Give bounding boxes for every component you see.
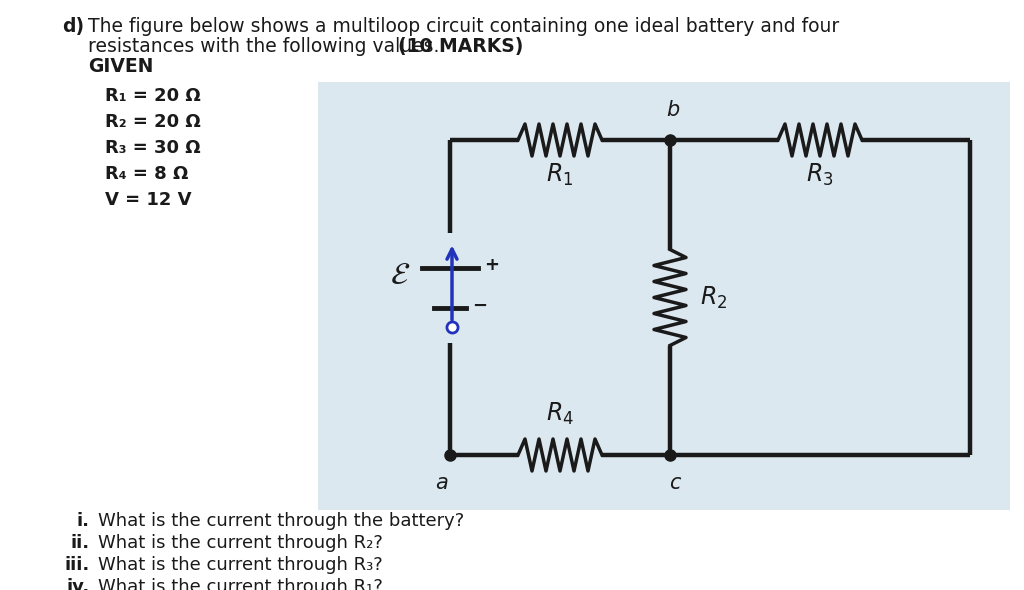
Text: $\mathcal{E}$: $\mathcal{E}$ xyxy=(390,261,411,290)
Text: ii.: ii. xyxy=(71,534,90,552)
Text: The figure below shows a multiloop circuit containing one ideal battery and four: The figure below shows a multiloop circu… xyxy=(88,17,840,36)
Text: i.: i. xyxy=(77,512,90,530)
Text: What is the current through R₃?: What is the current through R₃? xyxy=(98,556,383,574)
Text: R₂ = 20 Ω: R₂ = 20 Ω xyxy=(105,113,201,131)
Text: −: − xyxy=(472,297,487,314)
Text: What is the current through R₂?: What is the current through R₂? xyxy=(98,534,383,552)
Text: $R_2$: $R_2$ xyxy=(700,284,727,310)
Text: V = 12 V: V = 12 V xyxy=(105,191,191,209)
Text: iv.: iv. xyxy=(67,578,90,590)
Text: What is the current through R₁?: What is the current through R₁? xyxy=(98,578,383,590)
Text: $b$: $b$ xyxy=(666,100,680,120)
Text: resistances with the following values.: resistances with the following values. xyxy=(88,37,445,56)
Text: +: + xyxy=(484,257,499,274)
Text: iii.: iii. xyxy=(65,556,90,574)
Text: $R_3$: $R_3$ xyxy=(806,162,834,188)
Text: $R_1$: $R_1$ xyxy=(547,162,573,188)
Text: GIVEN: GIVEN xyxy=(88,57,154,76)
Text: $c$: $c$ xyxy=(670,473,683,493)
Text: (10 MARKS): (10 MARKS) xyxy=(398,37,523,56)
Text: d): d) xyxy=(62,17,84,36)
Text: R₃ = 30 Ω: R₃ = 30 Ω xyxy=(105,139,201,157)
Text: $R_4$: $R_4$ xyxy=(546,401,574,427)
Text: R₁ = 20 Ω: R₁ = 20 Ω xyxy=(105,87,201,105)
Bar xyxy=(318,82,1010,510)
Text: $a$: $a$ xyxy=(435,473,449,493)
Text: R₄ = 8 Ω: R₄ = 8 Ω xyxy=(105,165,188,183)
Text: What is the current through the battery?: What is the current through the battery? xyxy=(98,512,464,530)
